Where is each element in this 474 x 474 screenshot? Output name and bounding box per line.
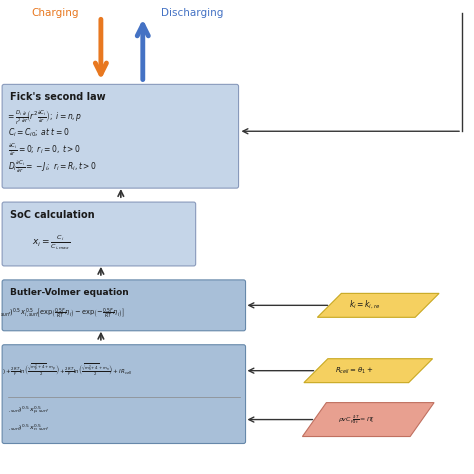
Text: $k_i = k_{i,re}$: $k_i = k_{i,re}$ — [348, 299, 380, 311]
Text: Fick's second law: Fick's second law — [10, 92, 106, 102]
Text: $\frac{\partial C_i}{\partial r}=0;\;r_i=0,\;t>0$: $\frac{\partial C_i}{\partial r}=0;\;r_i… — [8, 141, 81, 158]
Text: $D_i\frac{\partial C_i}{\partial r}=-J_i;\;r_i=R_i,t>0$: $D_i\frac{\partial C_i}{\partial r}=-J_i… — [8, 158, 97, 175]
Text: $C_i = C_{i0};\;at\;t=0$: $C_i = C_{i0};\;at\;t=0$ — [8, 126, 70, 139]
Text: $=\frac{D_i}{r^2}\frac{\partial}{\partial r}\!\left(r^2\frac{\partial C_i}{\part: $=\frac{D_i}{r^2}\frac{\partial}{\partia… — [6, 108, 82, 127]
Text: $)+\frac{2RT}{F}\ln\!\left(\frac{\sqrt{m_p^2+4}+m_p}{2}\right)+\frac{2RT}{F}\ln\: $)+\frac{2RT}{F}\ln\!\left(\frac{\sqrt{m… — [2, 363, 133, 378]
Polygon shape — [318, 293, 439, 317]
Text: Butler-Volmer equation: Butler-Volmer equation — [10, 288, 129, 297]
Text: $\rho v C_p \frac{\partial T}{\partial t}=IT\!\left[\right.$: $\rho v C_p \frac{\partial T}{\partial t… — [338, 413, 374, 426]
Polygon shape — [302, 402, 434, 437]
FancyBboxPatch shape — [2, 280, 246, 331]
FancyBboxPatch shape — [2, 202, 196, 266]
Text: Discharging: Discharging — [161, 8, 223, 18]
FancyBboxPatch shape — [2, 84, 238, 188]
FancyBboxPatch shape — [2, 345, 246, 444]
Text: $_{,surf})^{0.5}\,x_{n,surf}^{0.5}$: $_{,surf})^{0.5}\,x_{n,surf}^{0.5}$ — [8, 422, 49, 433]
Polygon shape — [304, 359, 433, 383]
Text: Charging: Charging — [31, 8, 79, 18]
Text: $_{,surf})^{0.5}\,x_{p,surf}^{0.5}$: $_{,surf})^{0.5}\,x_{p,surf}^{0.5}$ — [8, 405, 49, 417]
Text: $R_{cell}=\theta_1+$: $R_{cell}=\theta_1+$ — [335, 365, 374, 376]
Text: $_{,surf})^{0.5}\,x_{i,surf}^{0.5}\!\left[\exp\!\left(\frac{0.5F}{RT}\eta_i\righ: $_{,surf})^{0.5}\,x_{i,surf}^{0.5}\!\lef… — [0, 307, 125, 321]
Text: $x_i = \frac{C_i}{C_{i,max}}$: $x_i = \frac{C_i}{C_{i,max}}$ — [32, 234, 70, 252]
Text: SoC calculation: SoC calculation — [10, 210, 95, 220]
